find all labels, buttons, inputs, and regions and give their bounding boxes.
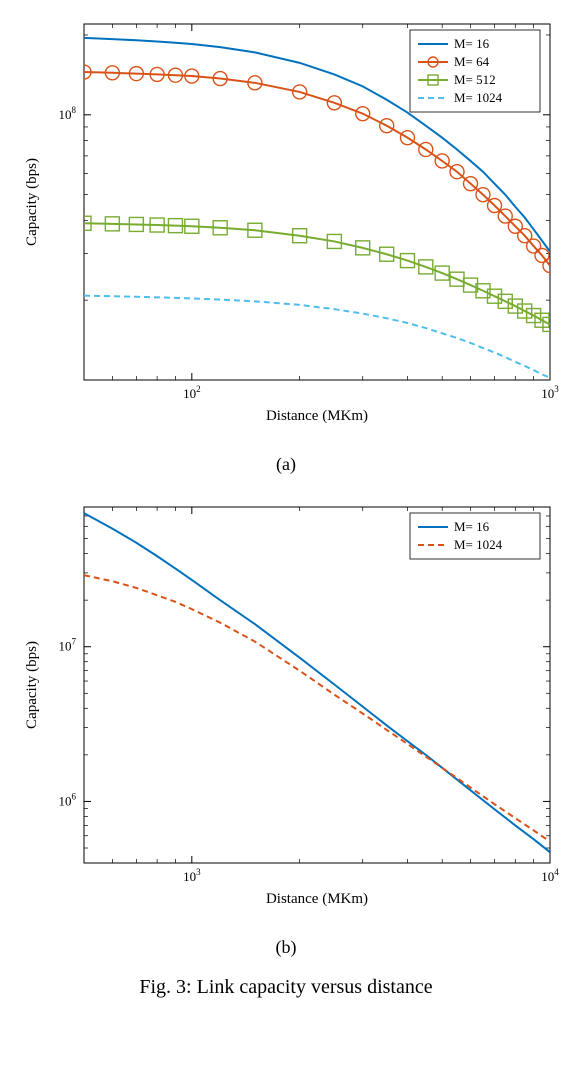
svg-text:M= 16: M= 16 (454, 519, 490, 534)
subplot-label-a: (a) (10, 454, 562, 475)
svg-text:M= 16: M= 16 (454, 36, 490, 51)
svg-text:Capacity (bps): Capacity (bps) (24, 641, 40, 729)
chart-b-svg: 103 104 106 107 Distance (MKm) Capacity (bps)… (10, 493, 562, 933)
chart-panel-b: 103 104 106 107 Distance (MKm) Capacity (bps)… (10, 493, 562, 958)
svg-text:M= 64: M= 64 (454, 54, 490, 69)
svg-text:106: 106 (59, 791, 77, 808)
svg-text:M= 1024: M= 1024 (454, 90, 503, 105)
chart-a-svg: 102 103 108 Distance (MKm) Capacity (bps) M= … (10, 10, 562, 450)
svg-text:M= 512: M= 512 (454, 72, 496, 87)
svg-text:104: 104 (541, 867, 559, 884)
svg-text:103: 103 (541, 384, 559, 401)
subplot-label-b: (b) (10, 937, 562, 958)
svg-text:108: 108 (59, 105, 77, 122)
chart-panel-a: 102 103 108 Distance (MKm) Capacity (bps) M= … (10, 10, 562, 475)
svg-text:Distance (MKm): Distance (MKm) (266, 891, 368, 907)
svg-text:M= 1024: M= 1024 (454, 537, 503, 552)
figure-caption: Fig. 3: Link capacity versus distance (10, 976, 562, 999)
svg-text:107: 107 (59, 637, 77, 654)
svg-text:Capacity (bps): Capacity (bps) (24, 158, 40, 246)
svg-text:Distance (MKm): Distance (MKm) (266, 408, 368, 424)
svg-text:102: 102 (183, 384, 201, 401)
svg-text:103: 103 (183, 867, 201, 884)
